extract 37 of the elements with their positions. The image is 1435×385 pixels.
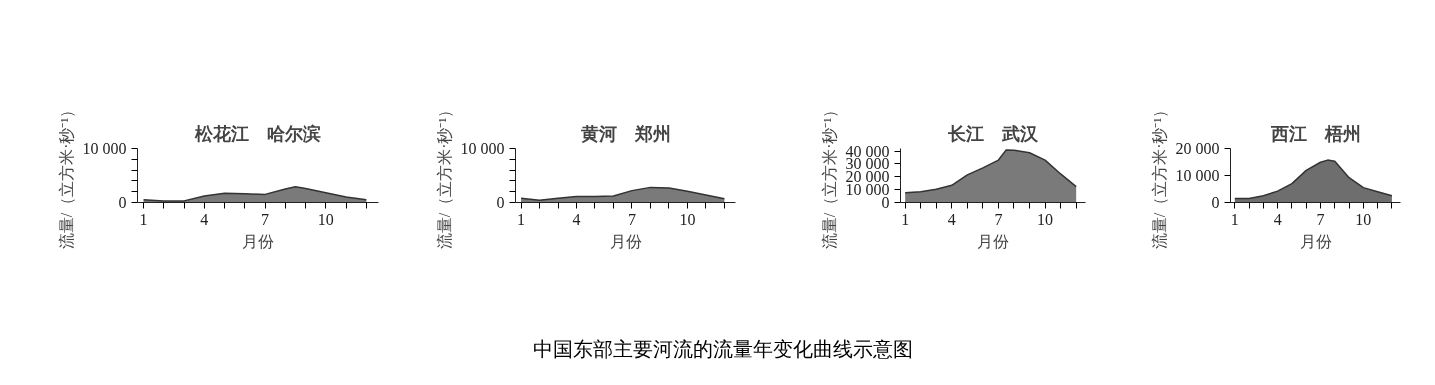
chart-title: 西江 梧州 — [1269, 123, 1361, 144]
x-tick-label: 7 — [261, 210, 270, 228]
x-axis-title: 月份 — [1299, 232, 1332, 250]
y-tick-label: 0 — [1211, 194, 1220, 211]
x-tick-label: 1 — [517, 210, 526, 228]
y-tick-label: 10 000 — [1175, 167, 1220, 184]
x-tick-label: 10 — [1355, 210, 1372, 228]
y-tick-label: 0 — [496, 194, 505, 211]
y-axis-title: 流量/（立方米·秒⁻¹） — [1150, 101, 1168, 250]
x-tick-label: 10 — [1037, 210, 1054, 228]
x-tick-label: 1 — [1230, 210, 1239, 228]
x-tick-label: 7 — [1316, 210, 1325, 228]
x-tick-label: 1 — [139, 210, 148, 228]
x-tick-label: 4 — [1273, 210, 1282, 228]
text: 中国东部主要河流的流量年变化曲线示意图 — [532, 337, 913, 362]
x-tick-label: 1 — [901, 210, 910, 228]
x-tick-label: 4 — [572, 210, 581, 228]
y-axis-title: 流量/（立方米·秒⁻¹） — [435, 101, 453, 250]
chart-title: 松花江 哈尔滨 — [194, 123, 321, 144]
x-tick-label: 4 — [200, 210, 209, 228]
x-axis-title: 月份 — [242, 232, 274, 250]
x-tick-label: 10 — [317, 210, 334, 228]
y-tick-label: 20 000 — [1175, 140, 1220, 157]
x-tick-label: 4 — [947, 210, 956, 228]
y-tick-label: 10 000 — [460, 140, 505, 157]
y-tick-label: 0 — [881, 194, 890, 211]
y-axis-title: 流量/（立方米·秒⁻¹） — [57, 101, 75, 250]
x-axis-title: 月份 — [609, 232, 642, 250]
y-axis-title: 流量/（立方米·秒⁻¹） — [820, 101, 838, 250]
x-axis-title: 月份 — [977, 232, 1009, 250]
chart-title: 黄河 郑州 — [579, 123, 671, 144]
y-tick-label: 10 000 — [82, 140, 127, 157]
y-tick-label: 0 — [118, 194, 127, 211]
chart-title: 长江 武汉 — [947, 123, 1039, 144]
x-tick-label: 7 — [627, 210, 636, 228]
x-tick-label: 10 — [679, 210, 696, 228]
x-tick-label: 7 — [994, 210, 1003, 228]
